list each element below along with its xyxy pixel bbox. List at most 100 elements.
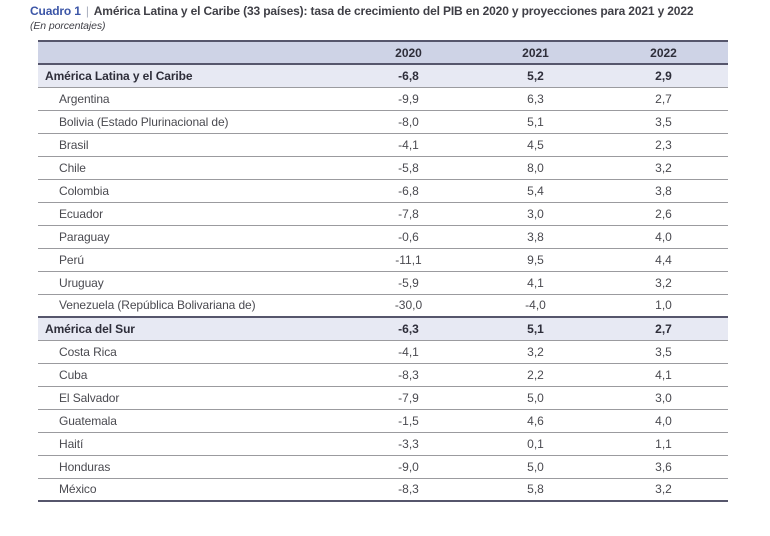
row-label: Colombia <box>38 179 345 203</box>
value-cell: -7,8 <box>345 202 472 226</box>
value-cell: -6,8 <box>345 179 472 203</box>
value-cell: 4,4 <box>599 248 728 272</box>
table-number-label: Cuadro 1 <box>30 4 81 18</box>
value-cell: 3,5 <box>599 340 728 364</box>
header-row: 2020 2021 2022 <box>38 40 728 65</box>
value-cell: 5,0 <box>472 386 599 410</box>
value-cell: 5,4 <box>472 179 599 203</box>
value-cell: 4,1 <box>472 271 599 295</box>
caption-separator: | <box>85 4 89 18</box>
value-cell: 3,2 <box>472 340 599 364</box>
value-cell: -9,9 <box>345 87 472 111</box>
table-row: Paraguay -0,6 3,8 4,0 <box>38 225 728 249</box>
value-cell: 9,5 <box>472 248 599 272</box>
table-row: Cuba -8,3 2,2 4,1 <box>38 363 728 387</box>
table-row: Brasil -4,1 4,5 2,3 <box>38 133 728 157</box>
row-label: Cuba <box>38 363 345 387</box>
row-label: Paraguay <box>38 225 345 249</box>
row-label: Argentina <box>38 87 345 111</box>
table-row: Ecuador -7,8 3,0 2,6 <box>38 202 728 226</box>
value-cell: 4,0 <box>599 409 728 433</box>
value-cell: 3,8 <box>599 179 728 203</box>
header-cell-2021: 2021 <box>472 40 599 65</box>
row-label: Chile <box>38 156 345 180</box>
value-cell: -1,5 <box>345 409 472 433</box>
value-cell: -6,8 <box>345 63 472 88</box>
row-label: Brasil <box>38 133 345 157</box>
value-cell: 1,0 <box>599 294 728 318</box>
row-label: Uruguay <box>38 271 345 295</box>
table-row: Venezuela (República Bolivariana de) -30,… <box>38 294 728 318</box>
value-cell: 3,5 <box>599 110 728 134</box>
value-cell: 2,9 <box>599 63 728 88</box>
value-cell: 5,8 <box>472 478 599 502</box>
table-subtitle: (En porcentajes) <box>30 20 106 32</box>
value-cell: -8,3 <box>345 478 472 502</box>
row-label: México <box>38 478 345 502</box>
table-row: Bolivia (Estado Plurinacional de) -8,0 5,1… <box>38 110 728 134</box>
value-cell: -5,9 <box>345 271 472 295</box>
value-cell: 3,2 <box>599 271 728 295</box>
value-cell: 3,6 <box>599 455 728 479</box>
group-row: América Latina y el Caribe -6,8 5,2 2,9 <box>38 63 728 88</box>
value-cell: 4,5 <box>472 133 599 157</box>
table-header: 2020 2021 2022 <box>38 40 728 65</box>
value-cell: 6,3 <box>472 87 599 111</box>
value-cell: -4,1 <box>345 133 472 157</box>
value-cell: -3,3 <box>345 432 472 456</box>
row-label: América Latina y el Caribe <box>38 63 345 88</box>
row-label: América del Sur <box>38 316 345 341</box>
value-cell: -9,0 <box>345 455 472 479</box>
value-cell: -11,1 <box>345 248 472 272</box>
table-row: México -8,3 5,8 3,2 <box>38 478 728 502</box>
row-label: Bolivia (Estado Plurinacional de) <box>38 110 345 134</box>
gdp-growth-table: 2020 2021 2022 América Latina y el Carib… <box>38 40 728 502</box>
value-cell: 3,2 <box>599 156 728 180</box>
table-row: Chile -5,8 8,0 3,2 <box>38 156 728 180</box>
row-label: Ecuador <box>38 202 345 226</box>
table-row: El Salvador -7,9 5,0 3,0 <box>38 386 728 410</box>
table-title: América Latina y el Caribe (33 países): … <box>93 4 694 18</box>
row-label: El Salvador <box>38 386 345 410</box>
value-cell: 5,0 <box>472 455 599 479</box>
table-row: Haití -3,3 0,1 1,1 <box>38 432 728 456</box>
value-cell: 4,6 <box>472 409 599 433</box>
value-cell: -6,3 <box>345 316 472 341</box>
value-cell: -5,8 <box>345 156 472 180</box>
value-cell: -4,0 <box>472 294 599 318</box>
value-cell: 1,1 <box>599 432 728 456</box>
value-cell: 2,3 <box>599 133 728 157</box>
value-cell: 5,1 <box>472 316 599 341</box>
row-label: Guatemala <box>38 409 345 433</box>
value-cell: -7,9 <box>345 386 472 410</box>
group-row: América del Sur -6,3 5,1 2,7 <box>38 316 728 341</box>
header-cell-2022: 2022 <box>599 40 728 65</box>
value-cell: -0,6 <box>345 225 472 249</box>
header-cell-empty <box>38 40 345 65</box>
value-cell: 2,7 <box>599 87 728 111</box>
table-body: América Latina y el Caribe -6,8 5,2 2,9 Arge… <box>38 63 728 502</box>
value-cell: 4,1 <box>599 363 728 387</box>
table-row: Costa Rica -4,1 3,2 3,5 <box>38 340 728 364</box>
table-row: Argentina -9,9 6,3 2,7 <box>38 87 728 111</box>
value-cell: 3,0 <box>472 202 599 226</box>
table-row: Guatemala -1,5 4,6 4,0 <box>38 409 728 433</box>
table-row: Honduras -9,0 5,0 3,6 <box>38 455 728 479</box>
value-cell: 3,0 <box>599 386 728 410</box>
value-cell: -8,0 <box>345 110 472 134</box>
table-row: Uruguay -5,9 4,1 3,2 <box>38 271 728 295</box>
table-caption: Cuadro 1 | América Latina y el Caribe (33 … <box>30 4 694 18</box>
value-cell: 5,1 <box>472 110 599 134</box>
header-cell-2020: 2020 <box>345 40 472 65</box>
row-label: Honduras <box>38 455 345 479</box>
row-label: Perú <box>38 248 345 272</box>
value-cell: 4,0 <box>599 225 728 249</box>
value-cell: -4,1 <box>345 340 472 364</box>
value-cell: 2,6 <box>599 202 728 226</box>
row-label: Costa Rica <box>38 340 345 364</box>
value-cell: -8,3 <box>345 363 472 387</box>
table-row: Colombia -6,8 5,4 3,8 <box>38 179 728 203</box>
value-cell: 3,2 <box>599 478 728 502</box>
value-cell: 2,7 <box>599 316 728 341</box>
